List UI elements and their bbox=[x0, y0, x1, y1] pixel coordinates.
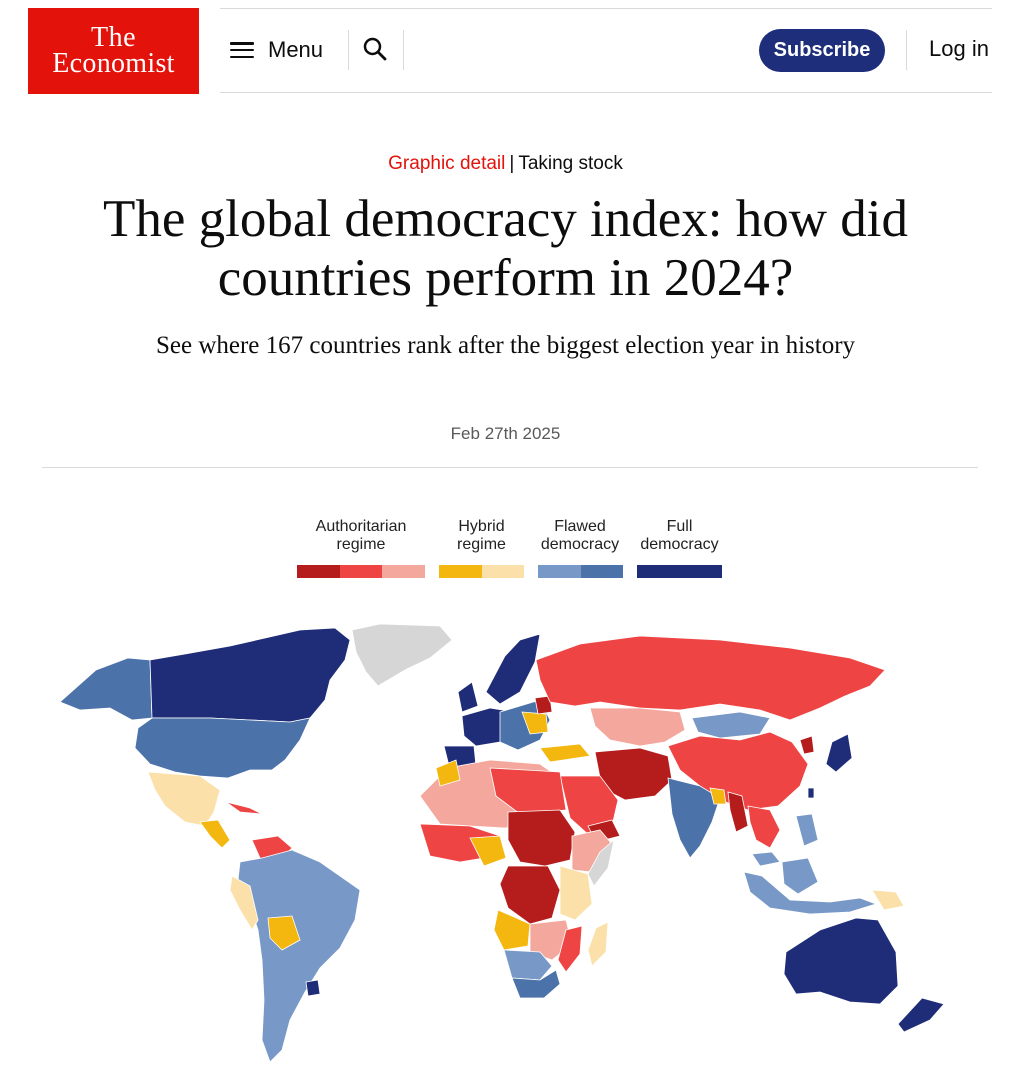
legend-label: Hybrid bbox=[458, 518, 505, 535]
legend-label: democracy bbox=[640, 536, 719, 553]
map-japan bbox=[825, 733, 853, 773]
map-turkey bbox=[539, 743, 591, 763]
publish-date: Feb 27th 2025 bbox=[450, 424, 561, 443]
legend-color-swatch bbox=[538, 565, 581, 578]
legend-color-swatch bbox=[340, 565, 382, 578]
legend-color-swatch bbox=[297, 565, 340, 578]
map-east-africa bbox=[559, 865, 593, 921]
map-kazakhstan bbox=[589, 707, 686, 747]
map-india bbox=[667, 777, 721, 859]
legend-label: Authoritarian bbox=[315, 518, 407, 535]
menu-button[interactable]: Menu bbox=[230, 30, 323, 70]
legend-label: regime bbox=[457, 536, 506, 553]
map-taiwan bbox=[807, 787, 815, 799]
article-headline: The global democracy index: how did coun… bbox=[102, 190, 909, 307]
legend-hybrid: Hybrid regime bbox=[439, 518, 524, 554]
legend-authoritarian: Authoritarian regime bbox=[297, 518, 425, 554]
map-uk bbox=[457, 681, 479, 713]
map-namibia-botswana bbox=[503, 949, 553, 981]
login-link[interactable]: Log in bbox=[929, 36, 989, 61]
world-democracy-map bbox=[59, 623, 945, 1063]
logo-line-1: The bbox=[90, 22, 137, 53]
map-angola bbox=[493, 909, 531, 951]
map-nigeria bbox=[469, 835, 507, 867]
menu-label: Menu bbox=[268, 37, 324, 62]
map-new-zealand bbox=[897, 997, 945, 1033]
legend-color-swatch bbox=[439, 565, 482, 578]
article-divider bbox=[42, 467, 978, 468]
legend-swatch-full bbox=[637, 565, 722, 578]
map-mongolia bbox=[691, 711, 771, 739]
map-morocco bbox=[435, 759, 461, 787]
legend-label: Full bbox=[666, 518, 693, 535]
header-divider bbox=[906, 30, 907, 70]
map-belarus bbox=[534, 695, 553, 715]
subscribe-button[interactable]: Subscribe bbox=[759, 29, 885, 72]
rubric-separator: | bbox=[509, 153, 515, 174]
map-congo bbox=[499, 865, 561, 925]
map-sahel-dark bbox=[507, 809, 576, 867]
legend-swatch-authoritarian bbox=[297, 565, 425, 578]
map-alaska bbox=[59, 657, 153, 721]
legend-swatch-flawed bbox=[538, 565, 623, 578]
header-bottom-rule bbox=[220, 92, 992, 93]
map-philippines bbox=[795, 813, 819, 847]
legend-flawed: Flawed democracy bbox=[537, 518, 623, 554]
header-top-rule bbox=[220, 8, 992, 9]
legend-label: Flawed bbox=[554, 518, 606, 535]
legend-color-swatch bbox=[482, 565, 524, 578]
map-mozambique bbox=[557, 925, 583, 973]
map-cuba bbox=[225, 801, 263, 815]
map-somalia bbox=[587, 838, 615, 887]
map-indochina bbox=[747, 805, 781, 849]
map-png bbox=[871, 889, 905, 911]
map-north-korea bbox=[799, 735, 815, 755]
header-divider bbox=[403, 30, 404, 70]
article-rubric: Graphic detail | Taking stock bbox=[0, 153, 1011, 175]
map-uruguay bbox=[305, 979, 321, 997]
section-link[interactable]: Graphic detail bbox=[388, 153, 506, 174]
series-label: Taking stock bbox=[518, 153, 623, 174]
map-andes-hybrid bbox=[229, 875, 259, 931]
legend-swatch-hybrid bbox=[439, 565, 524, 578]
map-south-africa bbox=[511, 969, 561, 999]
map-mexico bbox=[147, 771, 221, 827]
legend-color-swatch bbox=[581, 565, 623, 578]
search-icon[interactable] bbox=[362, 36, 388, 62]
map-canada bbox=[149, 627, 351, 723]
map-borneo bbox=[781, 857, 819, 895]
map-scandinavia bbox=[485, 633, 541, 705]
map-malaysia bbox=[751, 851, 781, 867]
map-indonesia bbox=[743, 871, 878, 915]
hamburger-icon bbox=[230, 42, 254, 58]
header-divider bbox=[348, 30, 349, 70]
map-south-america bbox=[237, 849, 361, 1063]
map-australia bbox=[783, 917, 899, 1005]
legend-color-swatch bbox=[637, 565, 722, 578]
article-standfirst: See where 167 countries rank after the b… bbox=[155, 332, 856, 359]
map-madagascar bbox=[587, 921, 609, 967]
map-central-america bbox=[199, 819, 231, 849]
map-myanmar bbox=[727, 791, 749, 833]
economist-logo[interactable]: The Economist bbox=[28, 8, 199, 94]
map-bangladesh-nepal bbox=[709, 787, 727, 805]
map-greenland bbox=[351, 623, 453, 687]
legend-color-swatch bbox=[382, 565, 425, 578]
map-russia bbox=[535, 635, 886, 721]
map-usa bbox=[134, 717, 311, 779]
logo-line-2: Economist bbox=[52, 48, 175, 79]
map-bolivia bbox=[267, 915, 301, 951]
legend-label: regime bbox=[336, 536, 386, 553]
legend-label: democracy bbox=[540, 536, 620, 553]
legend-full: Full democracy bbox=[637, 518, 722, 554]
